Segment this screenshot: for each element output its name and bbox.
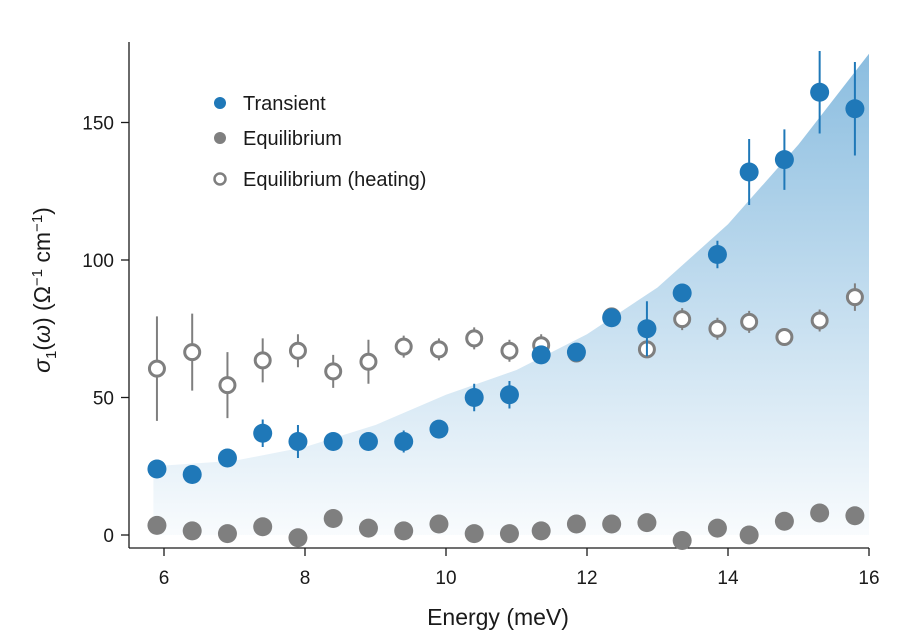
point-transient bbox=[499, 385, 519, 405]
x-axis-title: Energy (meV) bbox=[427, 604, 569, 630]
point-equilibrium bbox=[602, 514, 622, 534]
point-transient bbox=[182, 465, 202, 484]
point-transient bbox=[774, 150, 794, 170]
x-tick-label: 14 bbox=[717, 568, 739, 589]
point-equilibrium bbox=[672, 531, 692, 550]
point-equilibrium bbox=[637, 513, 657, 533]
point-equilibrium bbox=[394, 521, 414, 541]
point-transient bbox=[464, 388, 484, 407]
point-equilibrium bbox=[707, 518, 727, 538]
point-equilibrium bbox=[217, 524, 237, 544]
point-equilibrium bbox=[531, 521, 551, 541]
x-tick-label: 12 bbox=[576, 568, 597, 589]
point-heating bbox=[147, 359, 166, 378]
y-tick-label: 50 bbox=[93, 389, 114, 410]
point-heating bbox=[500, 341, 519, 360]
point-transient bbox=[739, 162, 759, 182]
y-tick-label: 150 bbox=[82, 114, 114, 135]
point-heating bbox=[253, 351, 272, 370]
point-heating bbox=[429, 340, 448, 359]
y-tick-label: 0 bbox=[103, 526, 114, 547]
point-transient bbox=[288, 432, 308, 451]
point-heating bbox=[673, 310, 692, 329]
point-heating bbox=[810, 311, 829, 330]
point-heating bbox=[740, 312, 759, 331]
point-equilibrium bbox=[323, 509, 343, 528]
point-heating bbox=[775, 328, 794, 346]
x-tick-label: 6 bbox=[159, 568, 170, 589]
point-equilibrium bbox=[182, 521, 202, 541]
point-transient bbox=[253, 423, 273, 443]
point-equilibrium bbox=[774, 511, 794, 531]
point-heating bbox=[708, 319, 727, 338]
point-transient bbox=[323, 432, 343, 451]
legend-label-heating: Equilibrium (heating) bbox=[243, 169, 426, 191]
point-transient bbox=[531, 345, 551, 365]
point-equilibrium bbox=[810, 503, 830, 523]
point-transient bbox=[602, 308, 622, 328]
y-tick-label: 100 bbox=[82, 251, 114, 272]
point-transient bbox=[429, 419, 449, 439]
point-heating bbox=[465, 329, 484, 348]
point-heating bbox=[183, 343, 202, 362]
point-heating bbox=[845, 288, 864, 307]
point-heating bbox=[324, 362, 343, 381]
y-axis-title: σ1(ω) (Ω−1 cm−1) bbox=[29, 207, 60, 373]
legend-label-transient: Transient bbox=[243, 93, 326, 115]
series-equilibrium bbox=[147, 503, 865, 550]
point-transient bbox=[358, 432, 378, 451]
point-transient bbox=[566, 342, 586, 362]
legend: Transient Equilibrium Equilibrium (heati… bbox=[213, 93, 426, 191]
point-transient bbox=[810, 82, 830, 102]
point-equilibrium bbox=[499, 524, 519, 544]
legend-label-equilibrium: Equilibrium bbox=[243, 128, 342, 150]
point-equilibrium bbox=[253, 517, 273, 537]
point-equilibrium bbox=[358, 518, 378, 538]
legend-marker-equilibrium bbox=[214, 132, 226, 144]
point-equilibrium bbox=[464, 524, 484, 544]
point-equilibrium bbox=[147, 515, 167, 535]
data-points bbox=[147, 51, 865, 550]
x-tick-label: 10 bbox=[435, 568, 456, 589]
point-equilibrium bbox=[288, 528, 308, 548]
x-tick-label: 8 bbox=[300, 568, 311, 589]
legend-marker-transient bbox=[214, 97, 226, 109]
point-equilibrium bbox=[845, 506, 865, 526]
y-axis-ticks: 0 50 100 150 bbox=[82, 114, 129, 547]
point-transient bbox=[672, 283, 692, 303]
point-heating bbox=[394, 337, 413, 356]
point-heating bbox=[288, 341, 307, 360]
x-axis-ticks: 6 8 10 12 14 16 bbox=[159, 548, 880, 589]
point-equilibrium bbox=[566, 514, 586, 534]
series-transient bbox=[147, 51, 865, 484]
point-transient bbox=[637, 319, 657, 339]
x-tick-label: 16 bbox=[858, 568, 879, 589]
point-equilibrium bbox=[739, 525, 759, 545]
point-heating bbox=[218, 376, 237, 395]
point-transient bbox=[845, 99, 865, 119]
point-transient bbox=[394, 432, 414, 451]
uncertainty-band bbox=[153, 53, 869, 536]
point-heating bbox=[359, 352, 378, 371]
point-equilibrium bbox=[429, 514, 449, 534]
legend-marker-heating bbox=[213, 172, 227, 186]
point-transient bbox=[217, 448, 237, 468]
point-transient bbox=[707, 245, 727, 264]
point-transient bbox=[147, 459, 167, 479]
